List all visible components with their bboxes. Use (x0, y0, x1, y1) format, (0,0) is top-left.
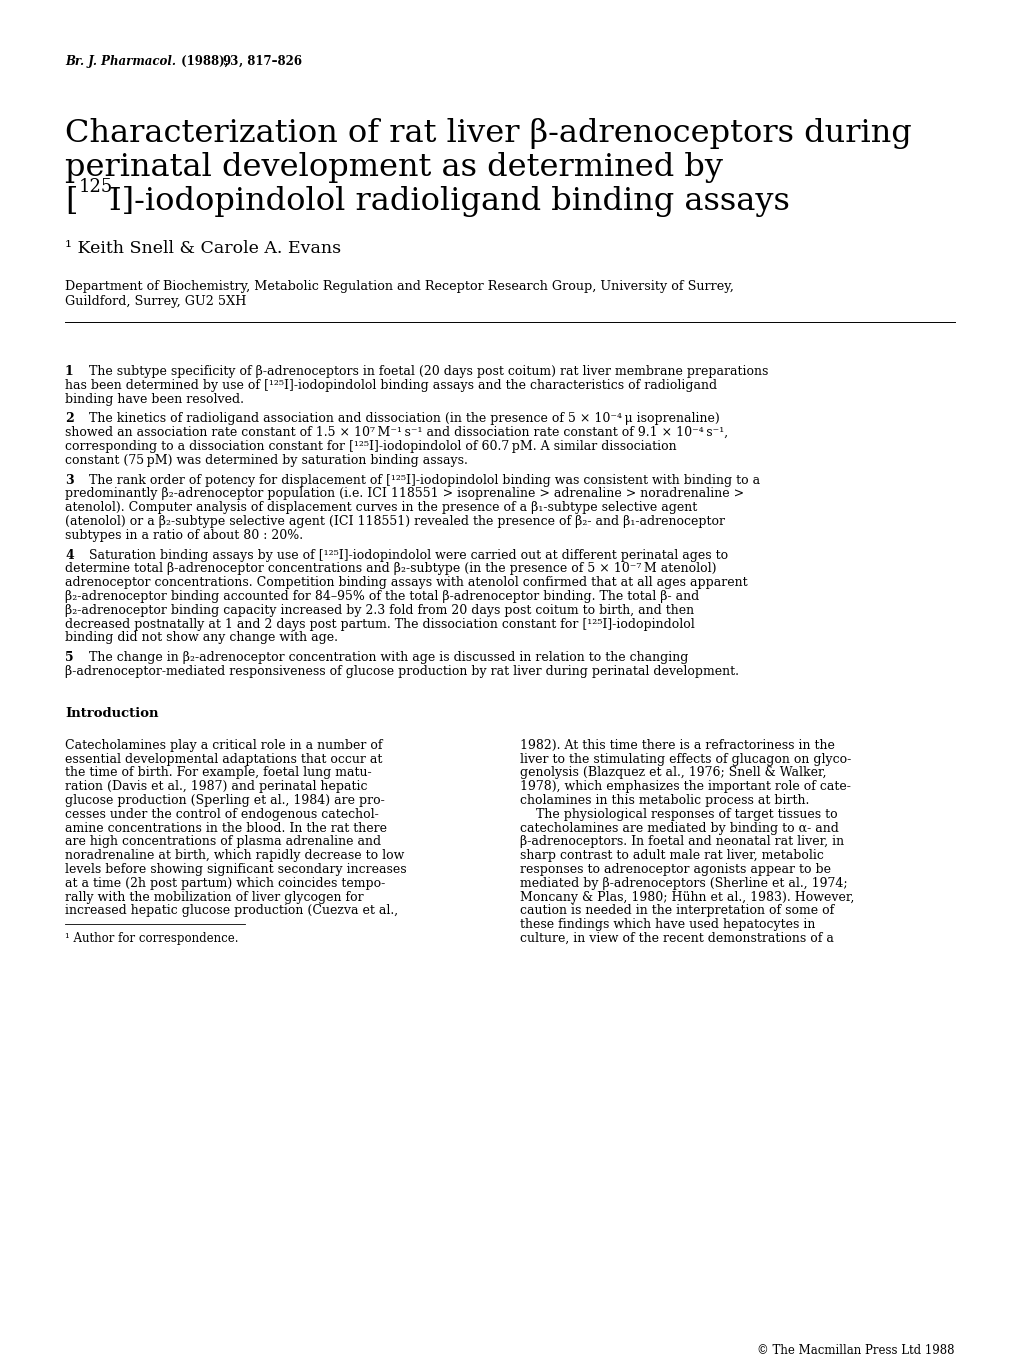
Text: β₂-adrenoceptor binding capacity increased by 2.3 fold from 20 days post coitum : β₂-adrenoceptor binding capacity increas… (65, 603, 694, 617)
Text: 3: 3 (65, 474, 73, 486)
Text: cholamines in this metabolic process at birth.: cholamines in this metabolic process at … (520, 794, 809, 807)
Text: levels before showing significant secondary increases: levels before showing significant second… (65, 863, 407, 876)
Text: The kinetics of radioligand association and dissociation (in the presence of 5 ×: The kinetics of radioligand association … (89, 412, 719, 426)
Text: The physiological responses of target tissues to: The physiological responses of target ti… (520, 808, 837, 820)
Text: (1988),: (1988), (177, 55, 232, 68)
Text: , 817–826: , 817–826 (238, 55, 302, 68)
Text: essential developmental adaptations that occur at: essential developmental adaptations that… (65, 752, 382, 766)
Text: rally with the mobilization of liver glycogen for: rally with the mobilization of liver gly… (65, 890, 363, 904)
Text: I]-iodopindolol radioligand binding assays: I]-iodopindolol radioligand binding assa… (109, 186, 789, 217)
Text: Moncany & Plas, 1980; Hühn et al., 1983). However,: Moncany & Plas, 1980; Hühn et al., 1983)… (520, 890, 854, 904)
Text: ¹ Keith Snell & Carole A. Evans: ¹ Keith Snell & Carole A. Evans (65, 240, 340, 257)
Text: ¹ Author for correspondence.: ¹ Author for correspondence. (65, 932, 238, 945)
Text: The change in β₂-adrenoceptor concentration with age is discussed in relation to: The change in β₂-adrenoceptor concentrat… (89, 651, 688, 665)
Text: amine concentrations in the blood. In the rat there: amine concentrations in the blood. In th… (65, 822, 386, 834)
Text: β-adrenoceptors. In foetal and neonatal rat liver, in: β-adrenoceptors. In foetal and neonatal … (520, 835, 844, 849)
Text: glucose production (Sperling et al., 1984) are pro-: glucose production (Sperling et al., 198… (65, 794, 384, 807)
Text: Department of Biochemistry, Metabolic Regulation and Receptor Research Group, Un: Department of Biochemistry, Metabolic Re… (65, 280, 733, 293)
Text: adrenoceptor concentrations. Competition binding assays with atenolol confirmed : adrenoceptor concentrations. Competition… (65, 576, 747, 590)
Text: at a time (2h post partum) which coincides tempo-: at a time (2h post partum) which coincid… (65, 876, 385, 890)
Text: has been determined by use of [¹²⁵I]-iodopindolol binding assays and the charact: has been determined by use of [¹²⁵I]-iod… (65, 379, 716, 392)
Text: are high concentrations of plasma adrenaline and: are high concentrations of plasma adrena… (65, 835, 381, 849)
Text: The rank order of potency for displacement of [¹²⁵I]-iodopindolol binding was co: The rank order of potency for displaceme… (89, 474, 759, 486)
Text: 1978), which emphasizes the important role of cate-: 1978), which emphasizes the important ro… (520, 781, 850, 793)
Text: the time of birth. For example, foetal lung matu-: the time of birth. For example, foetal l… (65, 766, 371, 779)
Text: (atenolol) or a β₂-subtype selective agent (ICI 118551) revealed the presence of: (atenolol) or a β₂-subtype selective age… (65, 515, 725, 528)
Text: Characterization of rat liver β-adrenoceptors during: Characterization of rat liver β-adrenoce… (65, 117, 911, 149)
Text: atenolol). Computer analysis of displacement curves in the presence of a β₁-subt: atenolol). Computer analysis of displace… (65, 501, 697, 515)
Text: sharp contrast to adult male rat liver, metabolic: sharp contrast to adult male rat liver, … (520, 849, 823, 863)
Text: 93: 93 (222, 55, 238, 68)
Text: increased hepatic glucose production (Cuezva et al.,: increased hepatic glucose production (Cu… (65, 905, 397, 917)
Text: β-adrenoceptor-mediated responsiveness of glucose production by rat liver during: β-adrenoceptor-mediated responsiveness o… (65, 665, 739, 678)
Text: 4: 4 (65, 549, 73, 561)
Text: genolysis (Blazquez et al., 1976; Snell & Walker,: genolysis (Blazquez et al., 1976; Snell … (520, 766, 825, 779)
Text: Guildford, Surrey, GU2 5XH: Guildford, Surrey, GU2 5XH (65, 295, 247, 308)
Text: corresponding to a dissociation constant for [¹²⁵I]-iodopindolol of 60.7 pM. A s: corresponding to a dissociation constant… (65, 440, 676, 453)
Text: decreased postnatally at 1 and 2 days post partum. The dissociation constant for: decreased postnatally at 1 and 2 days po… (65, 617, 694, 631)
Text: Catecholamines play a critical role in a number of: Catecholamines play a critical role in a… (65, 738, 382, 752)
Text: showed an association rate constant of 1.5 × 10⁷ M⁻¹ s⁻¹ and dissociation rate c: showed an association rate constant of 1… (65, 426, 728, 440)
Text: constant (75 pM) was determined by saturation binding assays.: constant (75 pM) was determined by satur… (65, 453, 468, 467)
Text: 2: 2 (65, 412, 73, 426)
Text: cesses under the control of endogenous catechol-: cesses under the control of endogenous c… (65, 808, 378, 820)
Text: The subtype specificity of β-adrenoceptors in foetal (20 days post coitum) rat l: The subtype specificity of β-adrenocepto… (89, 364, 767, 378)
Text: 5: 5 (65, 651, 73, 665)
Text: catecholamines are mediated by binding to α- and: catecholamines are mediated by binding t… (520, 822, 838, 834)
Text: 1: 1 (65, 364, 73, 378)
Text: caution is needed in the interpretation of some of: caution is needed in the interpretation … (520, 905, 834, 917)
Text: 125: 125 (78, 177, 113, 197)
Text: ration (Davis et al., 1987) and perinatal hepatic: ration (Davis et al., 1987) and perinata… (65, 781, 367, 793)
Text: β₂-adrenoceptor binding accounted for 84–95% of the total β-adrenoceptor binding: β₂-adrenoceptor binding accounted for 84… (65, 590, 699, 603)
Text: binding have been resolved.: binding have been resolved. (65, 393, 244, 405)
Text: culture, in view of the recent demonstrations of a: culture, in view of the recent demonstra… (520, 932, 834, 945)
Text: © The Macmillan Press Ltd 1988: © The Macmillan Press Ltd 1988 (757, 1345, 954, 1357)
Text: perinatal development as determined by: perinatal development as determined by (65, 152, 722, 183)
Text: binding did not show any change with age.: binding did not show any change with age… (65, 632, 337, 644)
Text: 1982). At this time there is a refractoriness in the: 1982). At this time there is a refractor… (520, 738, 835, 752)
Text: noradrenaline at birth, which rapidly decrease to low: noradrenaline at birth, which rapidly de… (65, 849, 404, 863)
Text: responses to adrenoceptor agonists appear to be: responses to adrenoceptor agonists appea… (520, 863, 830, 876)
Text: subtypes in a ratio of about 80 : 20%.: subtypes in a ratio of about 80 : 20%. (65, 528, 303, 542)
Text: Saturation binding assays by use of [¹²⁵I]-iodopindolol were carried out at diff: Saturation binding assays by use of [¹²⁵… (89, 549, 728, 561)
Text: determine total β-adrenoceptor concentrations and β₂-subtype (in the presence of: determine total β-adrenoceptor concentra… (65, 562, 715, 576)
Text: these findings which have used hepatocytes in: these findings which have used hepatocyt… (520, 919, 814, 931)
Text: mediated by β-adrenoceptors (Sherline et al., 1974;: mediated by β-adrenoceptors (Sherline et… (520, 876, 847, 890)
Text: Introduction: Introduction (65, 707, 158, 719)
Text: predominantly β₂-adrenoceptor population (i.e. ICI 118551 > isoprenaline > adren: predominantly β₂-adrenoceptor population… (65, 487, 744, 501)
Text: [: [ (65, 186, 77, 217)
Text: liver to the stimulating effects of glucagon on glyco-: liver to the stimulating effects of gluc… (520, 752, 851, 766)
Text: Br. J. Pharmacol.: Br. J. Pharmacol. (65, 55, 176, 68)
